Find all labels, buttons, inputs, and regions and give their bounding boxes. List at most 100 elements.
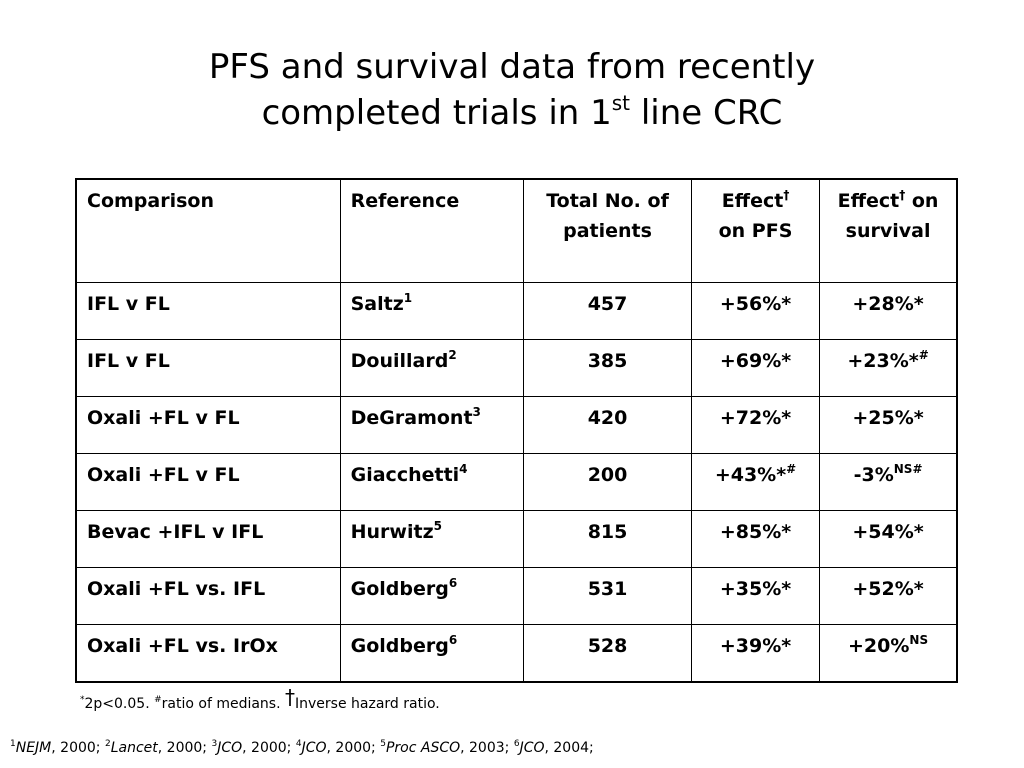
- survival-value: +54%*: [852, 521, 924, 543]
- cell-comparison: Oxali +FL vs. IrOx: [75, 624, 341, 683]
- cell-effect-survival: +20%NS: [819, 624, 958, 683]
- table-row: Oxali +FL vs. IFL Goldberg6 531 +35%* +52%*: [75, 567, 958, 625]
- cell-effect-pfs: +43%*#: [690, 453, 821, 511]
- header-effect-survival-label: Effect: [837, 190, 900, 212]
- header-total-patients: Total No. of patients: [523, 178, 692, 283]
- reference-number: 4: [459, 462, 468, 476]
- cell-reference: DeGramont3: [339, 396, 525, 454]
- title-line-2-tail: line CRC: [630, 93, 783, 133]
- trials-table: Comparison Reference Total No. of patien…: [75, 178, 958, 683]
- reference-number: 5: [433, 519, 442, 533]
- title-line-2-text: completed trials in 1: [261, 93, 612, 133]
- ref-year: , 2000;: [157, 740, 212, 756]
- cell-reference: Giacchetti4: [339, 453, 525, 511]
- reference-author: Douillard: [350, 350, 449, 372]
- cell-effect-pfs: +72%*: [690, 396, 821, 454]
- cell-effect-pfs: +35%*: [690, 567, 821, 625]
- title-line-2: completed trials in 1st line CRC: [0, 90, 1024, 136]
- pfs-marker: #: [786, 462, 797, 476]
- reference-author: Giacchetti: [350, 464, 460, 486]
- cell-effect-pfs: +56%*: [690, 282, 821, 340]
- table-row: Oxali +FL vs. IrOx Goldberg6 528 +39%* +20%N…: [75, 624, 958, 683]
- ref-year: , 2000;: [51, 740, 105, 756]
- cell-reference: Goldberg6: [339, 624, 525, 683]
- cell-effect-pfs: +39%*: [690, 624, 821, 683]
- header-effect-survival: Effect† on survival: [819, 178, 958, 283]
- survival-value: +52%*: [852, 578, 924, 600]
- footnote-dagger: †: [285, 685, 296, 709]
- ref-journal: JCO: [217, 740, 243, 756]
- header-effect-pfs-dagger: †: [783, 188, 790, 202]
- ref-number: 2: [104, 739, 111, 749]
- cell-comparison: Oxali +FL v FL: [75, 396, 341, 454]
- cell-comparison: IFL v FL: [75, 339, 341, 397]
- survival-value: +25%*: [852, 407, 924, 429]
- ref-number: 1: [10, 739, 16, 749]
- pfs-value: +43%*: [714, 464, 787, 486]
- pfs-value: +35%*: [719, 578, 792, 600]
- cell-comparison: Oxali +FL vs. IFL: [75, 567, 341, 625]
- ref-year: , 2000;: [242, 740, 296, 756]
- header-effect-pfs: Effect† on PFS: [690, 178, 821, 283]
- cell-reference: Douillard2: [339, 339, 525, 397]
- ref-year: , 2004;: [544, 740, 594, 756]
- cell-comparison: Bevac +IFL v IFL: [75, 510, 341, 568]
- cell-effect-pfs: +69%*: [690, 339, 821, 397]
- ref-year: , 2000;: [326, 740, 381, 756]
- reference-author: Goldberg: [350, 578, 449, 600]
- cell-reference: Goldberg6: [339, 567, 525, 625]
- cell-effect-survival: +23%*#: [819, 339, 958, 397]
- cell-effect-survival: +54%*: [819, 510, 958, 568]
- reference-number: 6: [448, 576, 458, 590]
- footnote-hazard: Inverse hazard ratio.: [295, 696, 440, 712]
- reference-number: 2: [448, 348, 457, 362]
- pfs-value: +39%*: [719, 635, 792, 657]
- reference-author: Goldberg: [350, 635, 449, 657]
- footnote-hash: #: [154, 695, 162, 705]
- table-row: Bevac +IFL v IFL Hurwitz5 815 +85%* +54%*: [75, 510, 958, 568]
- reference-author: Saltz: [350, 293, 404, 315]
- pfs-value: +72%*: [719, 407, 792, 429]
- survival-value: +23%*: [847, 350, 919, 372]
- ref-number: 3: [211, 739, 218, 749]
- table-header-row: Comparison Reference Total No. of patien…: [75, 178, 958, 283]
- references-line: 1NEJM, 2000; 2Lancet, 2000; 3JCO, 2000; …: [10, 739, 594, 757]
- cell-total-patients: 815: [523, 510, 692, 568]
- reference-number: 3: [472, 405, 481, 419]
- reference-number: 6: [448, 633, 458, 647]
- pfs-value: +56%*: [719, 293, 792, 315]
- cell-total-patients: 531: [523, 567, 692, 625]
- header-effect-survival-sub: on survival: [845, 190, 939, 242]
- title-line-1: PFS and survival data from recently: [208, 47, 816, 87]
- cell-total-patients: 200: [523, 453, 692, 511]
- table-row: IFL v FL Douillard2 385 +69%* +23%*#: [75, 339, 958, 397]
- ref-number: 4: [295, 739, 302, 749]
- cell-reference: Hurwitz5: [339, 510, 525, 568]
- ref-number: 5: [380, 739, 386, 749]
- footnote-star: *: [80, 695, 85, 705]
- ref-journal: NEJM: [15, 740, 52, 756]
- pfs-value: +85%*: [719, 521, 792, 543]
- cell-effect-survival: +52%*: [819, 567, 958, 625]
- ref-journal: Proc ASCO: [385, 740, 461, 756]
- cell-effect-survival: +28%*: [819, 282, 958, 340]
- ref-journal: Lancet: [110, 740, 158, 756]
- title-superscript: st: [611, 91, 631, 115]
- header-comparison: Comparison: [75, 178, 341, 283]
- table-row: Oxali +FL v FL Giacchetti4 200 +43%*# -3%NS#: [75, 453, 958, 511]
- cell-effect-pfs: +85%*: [690, 510, 821, 568]
- slide-title: PFS and survival data from recently comp…: [0, 44, 1024, 136]
- header-effect-pfs-label: Effect: [721, 190, 784, 212]
- cell-effect-survival: -3%NS#: [819, 453, 958, 511]
- header-effect-survival-dagger: †: [899, 188, 906, 202]
- header-effect-pfs-sub: on PFS: [718, 220, 793, 242]
- survival-value: +20%: [848, 635, 910, 657]
- cell-reference: Saltz1: [339, 282, 525, 340]
- footnote: *2p<0.05. #ratio of medians. †Inverse ha…: [80, 687, 440, 712]
- cell-total-patients: 420: [523, 396, 692, 454]
- cell-total-patients: 457: [523, 282, 692, 340]
- reference-author: DeGramont: [350, 407, 473, 429]
- reference-number: 1: [403, 291, 413, 305]
- ref-journal: JCO: [301, 740, 327, 756]
- cell-effect-survival: +25%*: [819, 396, 958, 454]
